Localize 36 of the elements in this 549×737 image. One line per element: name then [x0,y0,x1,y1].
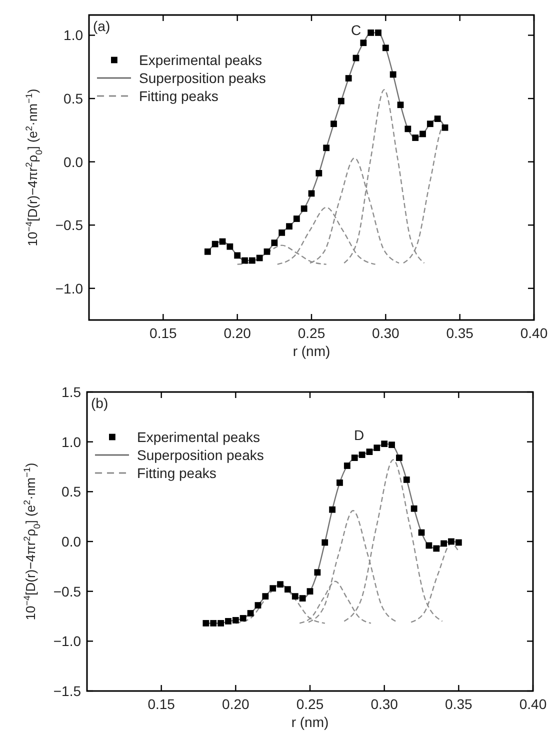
x-tick-label: 0.20 [224,325,252,341]
legend-label: Superposition peaks [139,70,266,86]
annotation: (a) [93,18,110,34]
x-tick-label: 0.35 [446,325,474,341]
y-tick-label: 0.0 [62,534,82,550]
y-tick-label: 0.5 [62,484,82,500]
x-tick-label: 0.40 [519,696,547,712]
x-axis-title: r (nm) [292,343,330,359]
y-tick-label: −0.5 [53,583,82,600]
legend-label: Fitting peaks [139,88,218,104]
x-axis-title: r (nm) [291,714,329,730]
x-tick-label: 0.25 [296,696,324,712]
y-tick-label: −1.0 [55,280,84,296]
y-tick-label: −1.5 [53,683,82,699]
legend-label: Fitting peaks [137,465,216,481]
x-tick-label: 0.35 [445,696,473,712]
x-tick-label: 0.40 [520,325,548,341]
x-tick-label: 0.25 [298,325,326,341]
y-tick-label: 1.5 [62,384,82,400]
annotation: (b) [91,395,108,411]
y-tick-label: −0.5 [55,217,84,234]
x-tick-label: 0.20 [222,696,250,712]
y-tick-label: −1.0 [53,633,82,650]
annotation: C [350,22,362,38]
y-tick-label: 1.0 [64,27,84,44]
y-tick-label: 1.0 [62,434,82,450]
x-tick-label: 0.15 [150,325,178,341]
legend-label: Experimental peaks [139,52,262,68]
legend-label: Experimental peaks [137,429,260,445]
legend-label: Superposition peaks [137,447,264,463]
annotation: D [354,427,364,443]
y-tick-label: 0.0 [64,154,84,170]
x-tick-label: 0.15 [148,696,176,712]
x-tick-label: 0.30 [370,696,398,712]
y-tick-label: 0.5 [64,90,84,107]
x-tick-label: 0.30 [372,325,400,341]
